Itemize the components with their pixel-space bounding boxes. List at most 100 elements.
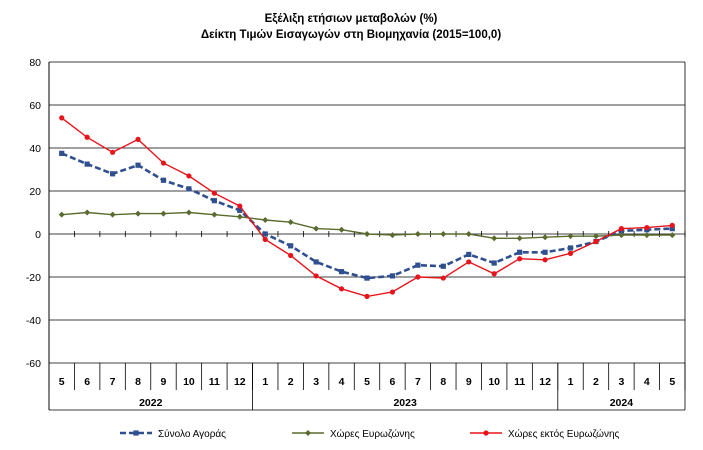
data-point (338, 226, 345, 233)
data-point (135, 210, 142, 217)
data-point (440, 275, 446, 281)
data-point (313, 225, 320, 232)
month-label: 7 (110, 376, 116, 388)
data-point (211, 190, 217, 196)
month-label: 9 (161, 376, 167, 388)
month-label: 10 (183, 376, 195, 388)
month-label: 12 (234, 376, 246, 388)
y-tick-label: 20 (29, 186, 41, 198)
data-point (542, 257, 548, 263)
month-label: 6 (390, 376, 396, 388)
data-point (160, 160, 167, 166)
chart-subtitle: Δείκτη Τιμών Εισαγωγών στη Βιομηχανία (2… (201, 29, 501, 41)
data-point (236, 213, 243, 220)
y-tick-label: -40 (26, 315, 41, 327)
data-point (84, 209, 91, 216)
data-point (517, 256, 523, 262)
month-label: 5 (364, 376, 370, 388)
data-point (593, 238, 599, 245)
data-point (211, 198, 217, 204)
data-point (440, 263, 446, 269)
legend-item: Χώρες Ευρωζώνης (292, 428, 415, 440)
data-point (491, 271, 497, 277)
data-point (133, 430, 139, 436)
data-point (491, 260, 497, 266)
month-label: 11 (209, 376, 220, 388)
data-point (389, 289, 396, 295)
data-point (186, 186, 192, 192)
y-tick-label: -20 (26, 272, 41, 284)
chart-title: Εξέλιξη ετήσιων μεταβολών (%) (265, 13, 438, 25)
data-point (109, 211, 116, 218)
data-point (58, 211, 65, 218)
y-tick-label: -60 (26, 358, 41, 370)
month-label: 9 (466, 376, 472, 388)
data-point (542, 234, 549, 241)
month-label: 11 (514, 376, 525, 388)
data-point (364, 231, 370, 237)
data-point (313, 273, 319, 279)
data-point (517, 249, 523, 255)
data-point (135, 136, 141, 142)
data-point (389, 273, 396, 279)
month-label: 4 (339, 376, 345, 388)
legend-label: Χώρες Ευρωζώνης (330, 428, 415, 440)
data-point (338, 286, 345, 292)
data-point (567, 245, 574, 251)
data-point (618, 232, 625, 239)
data-point (262, 217, 269, 224)
data-point (110, 171, 116, 177)
data-point (364, 293, 370, 299)
data-point (491, 235, 498, 242)
data-point (110, 149, 116, 155)
series-2 (58, 209, 676, 242)
y-tick-label: 60 (29, 100, 41, 112)
data-point (160, 210, 167, 217)
month-label: 1 (568, 376, 574, 388)
series-lines (58, 115, 676, 299)
month-label: 10 (488, 376, 500, 388)
data-point (262, 231, 268, 237)
data-point (59, 115, 65, 121)
data-point (466, 259, 472, 265)
data-point (84, 161, 90, 167)
month-label: 3 (618, 376, 624, 388)
legend-item: Χώρες εκτός Ευρωζώνης (470, 428, 620, 440)
data-point (415, 274, 421, 280)
month-label: 5 (669, 376, 675, 388)
data-point (669, 226, 675, 232)
series-line (61, 117, 673, 298)
series-line (61, 152, 673, 280)
month-label: 8 (440, 376, 446, 388)
data-point (644, 224, 650, 231)
data-point (211, 211, 218, 218)
month-label: 4 (644, 376, 650, 388)
data-point (185, 209, 192, 216)
data-point (618, 226, 625, 232)
data-point (669, 222, 675, 228)
data-point (305, 430, 311, 436)
data-point (160, 177, 167, 183)
month-label: 6 (84, 376, 90, 388)
data-point (669, 232, 676, 239)
data-point (516, 235, 523, 242)
data-point (186, 173, 192, 179)
month-label: 12 (539, 376, 551, 388)
data-point (465, 231, 472, 237)
y-tick-label: 40 (29, 143, 41, 155)
data-point (567, 233, 574, 240)
data-point (287, 219, 294, 226)
data-point (643, 232, 650, 239)
month-label: 8 (135, 376, 141, 388)
data-point (567, 250, 574, 256)
month-label: 7 (415, 376, 421, 388)
y-tick-label: 80 (29, 57, 41, 69)
data-point (542, 249, 548, 255)
data-point (237, 207, 243, 213)
data-point (483, 430, 489, 436)
y-tick-label: 0 (35, 229, 41, 241)
data-point (364, 275, 370, 281)
data-point (313, 259, 319, 265)
